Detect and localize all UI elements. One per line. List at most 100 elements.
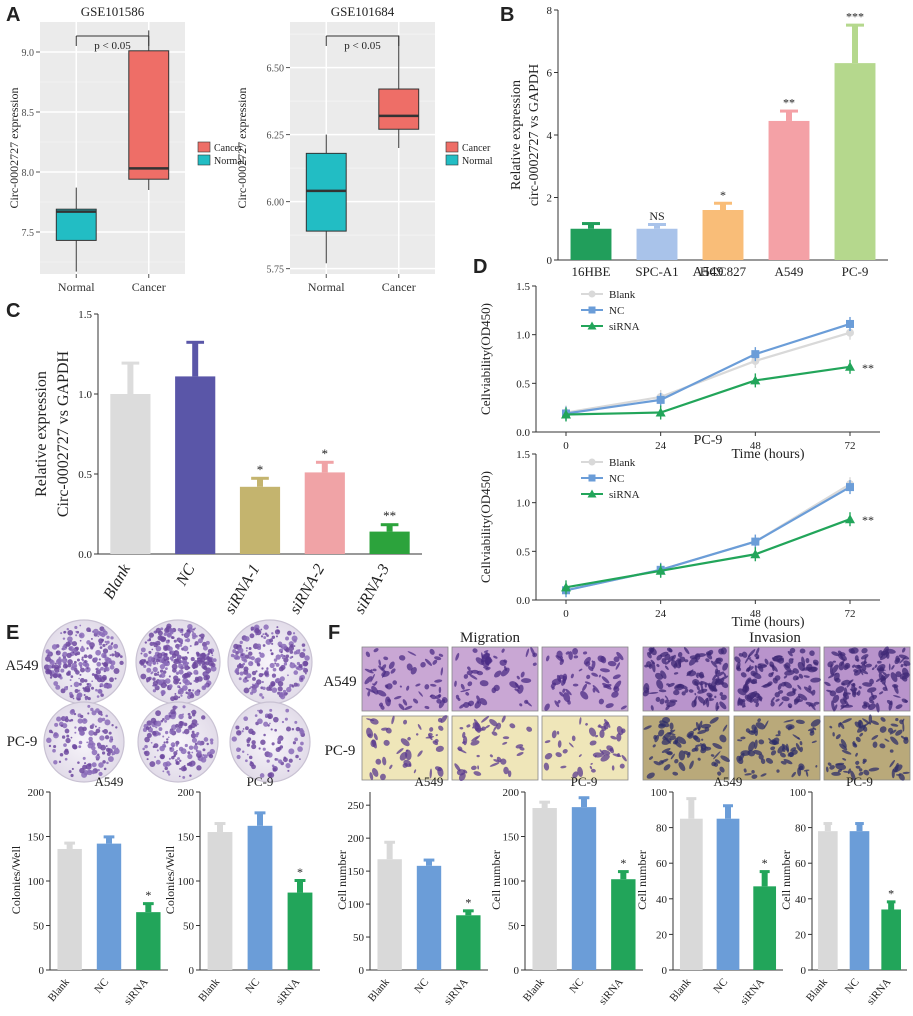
cell xyxy=(764,720,769,729)
colony xyxy=(156,662,159,665)
colony xyxy=(263,624,269,630)
y-tick-label: 6.00 xyxy=(267,198,285,209)
colony xyxy=(234,669,239,674)
colony xyxy=(305,672,307,675)
colony xyxy=(54,664,59,670)
cell xyxy=(805,770,809,777)
cell xyxy=(853,687,858,692)
legend-marker xyxy=(588,306,596,314)
y-tick-label: 0.0 xyxy=(516,595,530,607)
cell xyxy=(722,662,729,671)
colony xyxy=(189,644,192,648)
colony xyxy=(241,730,244,733)
cell xyxy=(893,684,899,694)
colony xyxy=(164,766,168,771)
cell xyxy=(563,692,571,703)
panel-label-f: F xyxy=(328,622,341,644)
colony xyxy=(155,710,161,717)
y-tick-label: 100 xyxy=(503,876,520,888)
colony xyxy=(142,727,147,733)
cell xyxy=(833,704,838,712)
colony xyxy=(194,742,198,746)
y-axis-label: Circ-0002727 vs GAPDH xyxy=(55,350,72,517)
error-bar xyxy=(856,824,863,832)
colony xyxy=(66,671,71,676)
colony xyxy=(85,763,92,770)
cell xyxy=(858,686,862,689)
colony xyxy=(275,654,281,660)
colony xyxy=(162,770,165,773)
colony xyxy=(277,641,283,647)
cell xyxy=(737,697,741,707)
cell xyxy=(667,655,674,663)
legend-swatch xyxy=(197,154,211,166)
colony xyxy=(178,686,181,689)
cell xyxy=(712,673,718,681)
colony xyxy=(166,770,170,774)
colony xyxy=(65,737,71,744)
colony xyxy=(55,684,61,690)
x-tick-label: NC xyxy=(92,976,111,995)
colony xyxy=(259,773,265,778)
cell xyxy=(558,674,564,680)
colony xyxy=(176,647,180,650)
colony xyxy=(194,690,201,696)
cell xyxy=(465,691,470,696)
cell xyxy=(829,664,833,675)
cell xyxy=(683,647,690,655)
cell xyxy=(557,699,561,704)
cell xyxy=(831,771,841,776)
cell xyxy=(871,734,879,740)
x-tick-label: siRNA xyxy=(442,976,471,1007)
error-bar xyxy=(541,802,548,809)
colony xyxy=(57,657,63,664)
legend-label: Cancer xyxy=(214,143,243,154)
cell xyxy=(757,663,764,672)
cell xyxy=(686,751,691,758)
cell xyxy=(406,685,410,691)
colony xyxy=(173,650,180,656)
legend-label: Cancer xyxy=(462,143,491,154)
cell xyxy=(440,715,448,723)
colony xyxy=(152,666,158,673)
cell xyxy=(454,680,457,687)
cell xyxy=(620,705,627,710)
colony xyxy=(173,658,180,665)
colony xyxy=(262,633,265,636)
colony xyxy=(79,767,85,774)
cell xyxy=(899,672,910,680)
colony xyxy=(204,672,207,676)
colony xyxy=(276,758,279,761)
cell xyxy=(695,653,707,658)
colony xyxy=(77,718,83,724)
colony xyxy=(277,686,283,692)
colony xyxy=(72,697,75,700)
colony xyxy=(100,693,104,697)
cell xyxy=(611,691,619,698)
colony xyxy=(52,748,56,753)
cell xyxy=(673,672,679,675)
cell xyxy=(532,662,537,666)
cell xyxy=(790,747,797,752)
colony xyxy=(191,689,195,692)
cell xyxy=(844,662,851,669)
colony xyxy=(87,696,91,701)
invasion-image-pc9 xyxy=(823,714,911,781)
y-tick-label: 0 xyxy=(189,965,195,977)
colony xyxy=(293,682,298,687)
cell xyxy=(779,752,786,758)
cell xyxy=(783,758,793,765)
cell xyxy=(833,672,840,682)
colony xyxy=(190,672,193,675)
cell xyxy=(398,655,406,661)
colony xyxy=(101,674,107,680)
box xyxy=(55,208,97,241)
cell xyxy=(696,685,700,691)
colony xyxy=(283,756,287,760)
x-tick-label: NC xyxy=(243,976,262,995)
data-point xyxy=(845,514,855,524)
bar xyxy=(57,848,82,970)
cell xyxy=(603,725,609,730)
cell xyxy=(584,681,592,685)
